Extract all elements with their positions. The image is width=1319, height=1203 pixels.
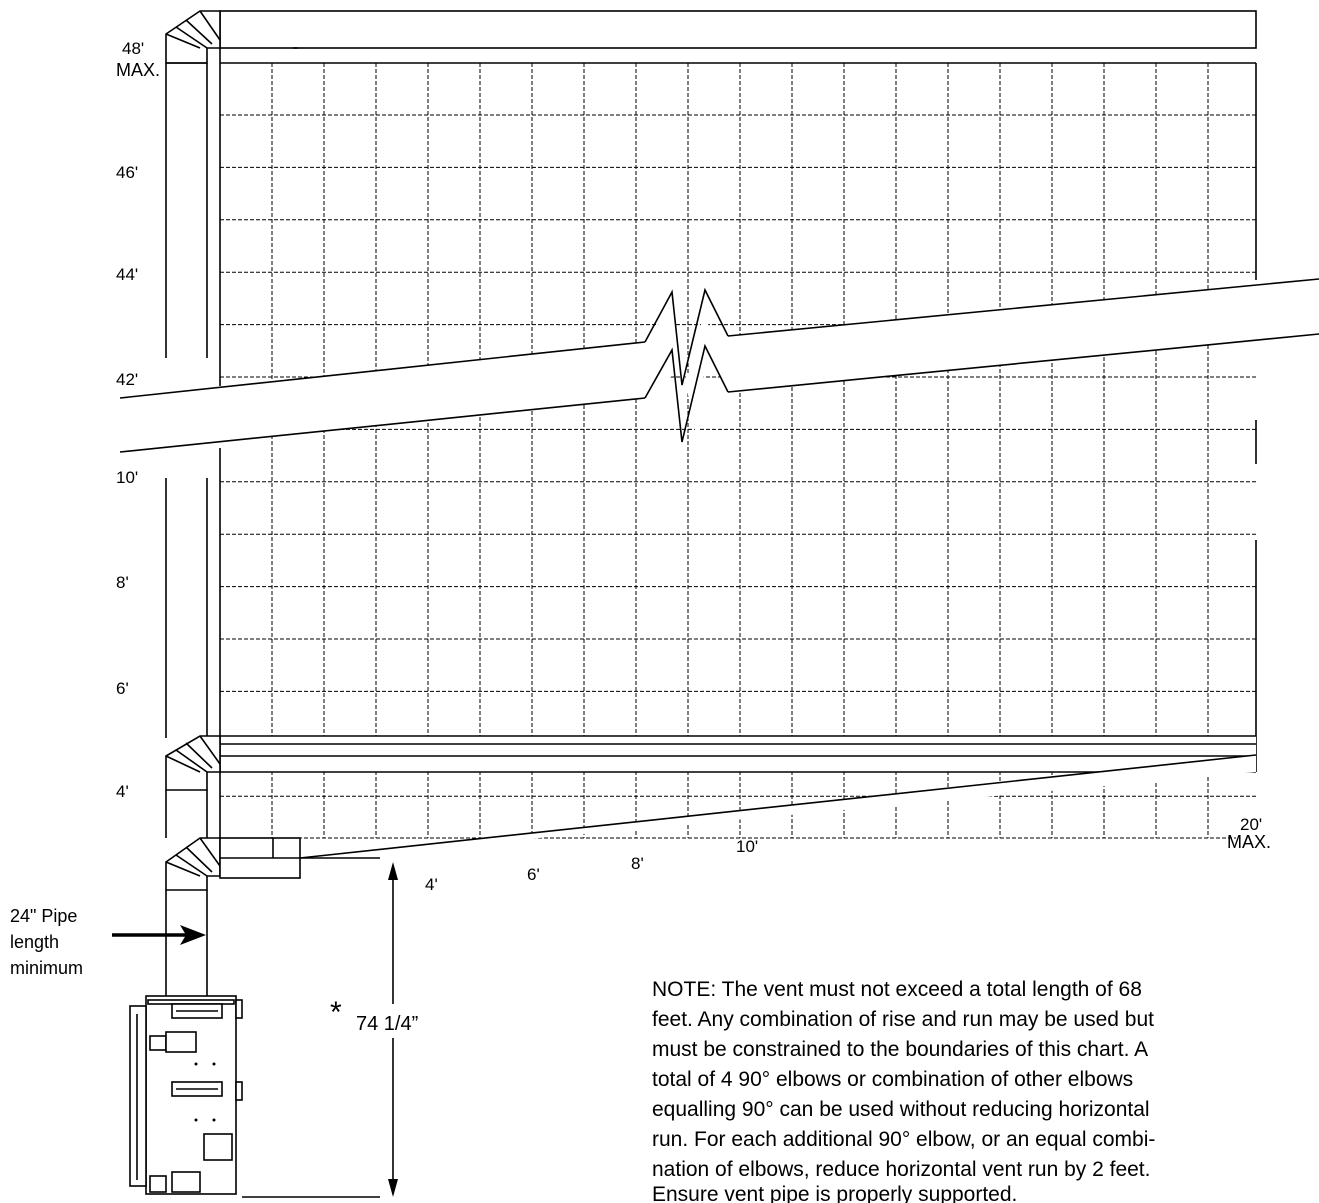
height-dimension-label: * 74 1/4” bbox=[330, 996, 418, 1035]
pipe-callout-line-1: 24" Pipe bbox=[10, 906, 77, 926]
vertical-riser-upper bbox=[165, 48, 221, 386]
x-label-8: 8' bbox=[631, 854, 644, 873]
y-label-48-max: MAX. bbox=[116, 60, 160, 80]
dimension-value: 74 1/4” bbox=[356, 1013, 418, 1035]
note-line-4: total of 4 90° elbows or combination of … bbox=[652, 1068, 1133, 1091]
note-line-2: feet. Any combination of rise and run ma… bbox=[652, 1008, 1154, 1031]
x-label-6: 6' bbox=[527, 865, 540, 884]
middle-elbow bbox=[165, 735, 221, 791]
y-axis-labels: 48' MAX. 46' 44' 42' 10' 8' 6' 4' bbox=[116, 39, 160, 801]
chart-frame bbox=[220, 62, 1257, 772]
x-axis-labels: 4' 6' 8' 10' 20' MAX. bbox=[425, 815, 1271, 894]
pipe-length-callout: 24" Pipe length minimum bbox=[10, 906, 83, 978]
x-label-4: 4' bbox=[425, 875, 438, 894]
y-label-44: 44' bbox=[116, 265, 138, 284]
dimension-asterisk: * bbox=[330, 996, 342, 1029]
grid-lines bbox=[220, 63, 1256, 839]
note-line-7: nation of elbows, reduce horizontal vent… bbox=[652, 1158, 1150, 1181]
pipe-callout-line-2: length bbox=[10, 932, 59, 952]
middle-horizontal-pipe bbox=[220, 735, 1256, 773]
sloping-lower-pipe bbox=[299, 754, 1257, 860]
top-elbow bbox=[165, 10, 221, 64]
y-label-4: 4' bbox=[116, 782, 129, 801]
break-band bbox=[119, 278, 1319, 453]
y-label-42: 42' bbox=[116, 370, 138, 389]
flue-pipe bbox=[165, 890, 208, 996]
x-label-20: 20' bbox=[1240, 815, 1262, 834]
y-label-48: 48' bbox=[122, 39, 144, 58]
height-dimension bbox=[338, 862, 448, 1197]
furnace-unit bbox=[129, 995, 380, 1198]
y-label-6: 6' bbox=[116, 679, 129, 698]
pipe-callout-line-3: minimum bbox=[10, 958, 83, 978]
note-line-1: NOTE: The vent must not exceed a total l… bbox=[652, 978, 1142, 1001]
y-label-8: 8' bbox=[116, 573, 129, 592]
vertical-riser-lower bbox=[165, 448, 221, 838]
note-line-8: Ensure vent pipe is properly supported. bbox=[652, 1183, 1017, 1203]
bottom-elbow bbox=[165, 837, 301, 891]
note-line-6: run. For each additional 90° elbow, or a… bbox=[652, 1128, 1155, 1151]
note-line-3: must be constrained to the boundaries of… bbox=[652, 1038, 1148, 1061]
vent-note: NOTE: The vent must not exceed a total l… bbox=[652, 978, 1155, 1203]
x-label-20-max: MAX. bbox=[1227, 832, 1271, 852]
y-label-46: 46' bbox=[116, 163, 138, 182]
y-label-10: 10' bbox=[116, 468, 138, 487]
note-line-5: equalling 90° can be used without reduci… bbox=[652, 1098, 1150, 1121]
top-horizontal-pipe bbox=[219, 10, 1257, 49]
x-label-10: 10' bbox=[736, 837, 758, 856]
pipe-callout-arrow bbox=[112, 925, 206, 945]
